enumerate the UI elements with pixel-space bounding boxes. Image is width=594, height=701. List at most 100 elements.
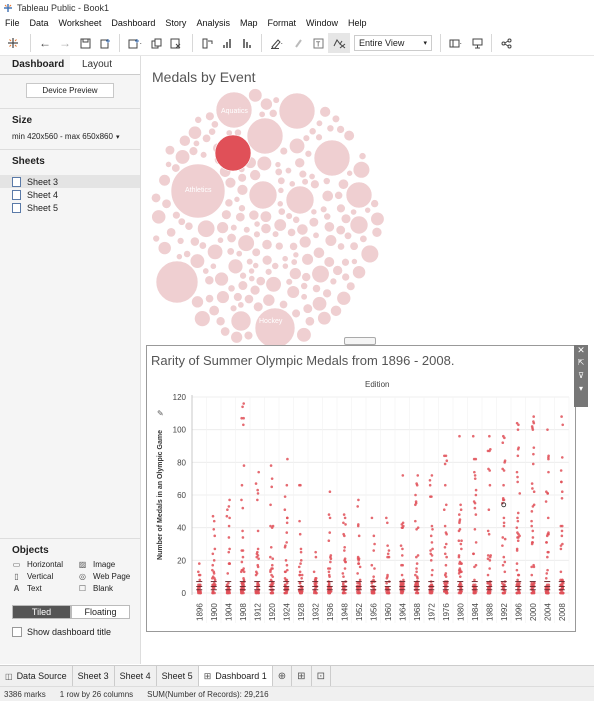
tiled-button[interactable]: Tiled [12,605,71,619]
data-point[interactable] [443,552,447,556]
data-point[interactable] [431,568,434,572]
data-point[interactable] [515,547,519,551]
bubble[interactable] [227,284,236,293]
data-point[interactable] [559,469,563,472]
sheet-item-sheet-3[interactable]: Sheet 3 [0,175,140,188]
bubble[interactable] [189,253,205,269]
bubble[interactable] [323,221,335,233]
data-point[interactable] [241,529,244,533]
data-point[interactable] [414,503,417,507]
data-point[interactable] [415,567,418,570]
data-point[interactable] [370,581,374,585]
data-point[interactable] [559,570,563,574]
data-point[interactable] [240,498,243,502]
data-point[interactable] [547,586,550,590]
data-point[interactable] [270,477,274,480]
data-point[interactable] [239,570,243,574]
data-point[interactable] [414,493,417,497]
bubble[interactable] [301,253,314,266]
data-point[interactable] [299,559,303,562]
data-point[interactable] [344,523,347,526]
data-point[interactable] [473,477,477,480]
data-point[interactable] [270,485,274,489]
data-point[interactable] [400,573,404,577]
bubble[interactable] [229,304,238,313]
data-point[interactable] [532,490,536,494]
bubble[interactable] [227,258,244,275]
data-point[interactable] [546,428,549,431]
data-point[interactable] [372,578,375,582]
bubble[interactable] [202,133,212,143]
data-point[interactable] [228,516,231,520]
bubble[interactable] [286,285,300,299]
bubble[interactable] [285,212,293,220]
menu-help[interactable]: Help [348,17,367,28]
data-point[interactable] [459,503,462,507]
menu-window[interactable]: Window [305,17,338,28]
bubble[interactable] [235,212,246,223]
data-point[interactable] [547,470,550,474]
bubble[interactable] [224,198,234,208]
bubble[interactable] [321,190,334,202]
data-point[interactable] [385,581,388,585]
data-point[interactable] [240,483,244,487]
data-point[interactable] [386,555,389,559]
bubble[interactable] [345,181,373,209]
new-dashboard-tab-icon[interactable]: ⊞ [292,666,312,686]
data-point[interactable] [211,552,215,556]
data-point[interactable] [356,524,360,528]
data-point[interactable] [517,590,520,593]
data-point[interactable] [372,575,375,578]
bubble[interactable] [351,258,358,265]
data-point[interactable] [444,542,448,546]
bubble[interactable] [192,139,200,147]
bubble[interactable] [217,236,224,244]
data-point[interactable] [444,563,448,567]
device-preview-button[interactable]: Device Preview [26,83,114,98]
object-image[interactable]: ▨ Image [78,560,144,569]
data-point[interactable] [546,492,549,495]
data-point[interactable] [517,532,520,536]
bubble[interactable] [224,177,237,189]
bubble[interactable] [343,130,355,142]
bubble[interactable] [237,234,255,252]
data-point[interactable] [213,578,217,582]
data-point[interactable] [488,590,491,593]
data-point[interactable] [502,555,506,559]
data-point[interactable] [486,449,490,453]
data-point[interactable] [544,577,548,580]
bubble[interactable] [216,290,230,304]
data-point[interactable] [415,555,418,559]
data-point[interactable] [486,581,490,585]
data-point[interactable] [430,541,434,544]
data-point[interactable] [516,511,520,515]
bubble[interactable] [170,163,226,219]
go-to-sheet-icon[interactable]: ⇱ [577,358,585,367]
data-point[interactable] [471,434,475,438]
data-point[interactable] [458,562,461,565]
bubble[interactable] [322,288,332,299]
tab-data-source[interactable]: ◫ Data Source [0,666,73,686]
bubble[interactable] [289,137,306,154]
bubble[interactable] [246,117,284,155]
pin-icon[interactable]: ✎ [157,409,164,418]
data-point[interactable] [414,519,417,523]
data-point[interactable] [400,523,404,526]
data-point[interactable] [445,459,449,462]
show-mark-labels-icon[interactable]: T [308,33,328,53]
data-point[interactable] [387,549,391,552]
data-point[interactable] [443,545,447,549]
data-point[interactable] [445,591,449,595]
bubble[interactable] [296,327,312,343]
highlight-icon[interactable] [266,33,288,53]
bubble[interactable] [214,271,229,287]
bubble[interactable] [188,125,202,140]
data-point[interactable] [443,590,447,593]
bubble[interactable] [251,247,261,257]
bubble[interactable] [304,316,315,327]
bubble[interactable] [315,133,323,142]
data-point[interactable] [269,464,273,467]
data-point[interactable] [458,575,462,578]
bubble[interactable] [319,106,331,118]
data-point[interactable] [373,567,376,570]
